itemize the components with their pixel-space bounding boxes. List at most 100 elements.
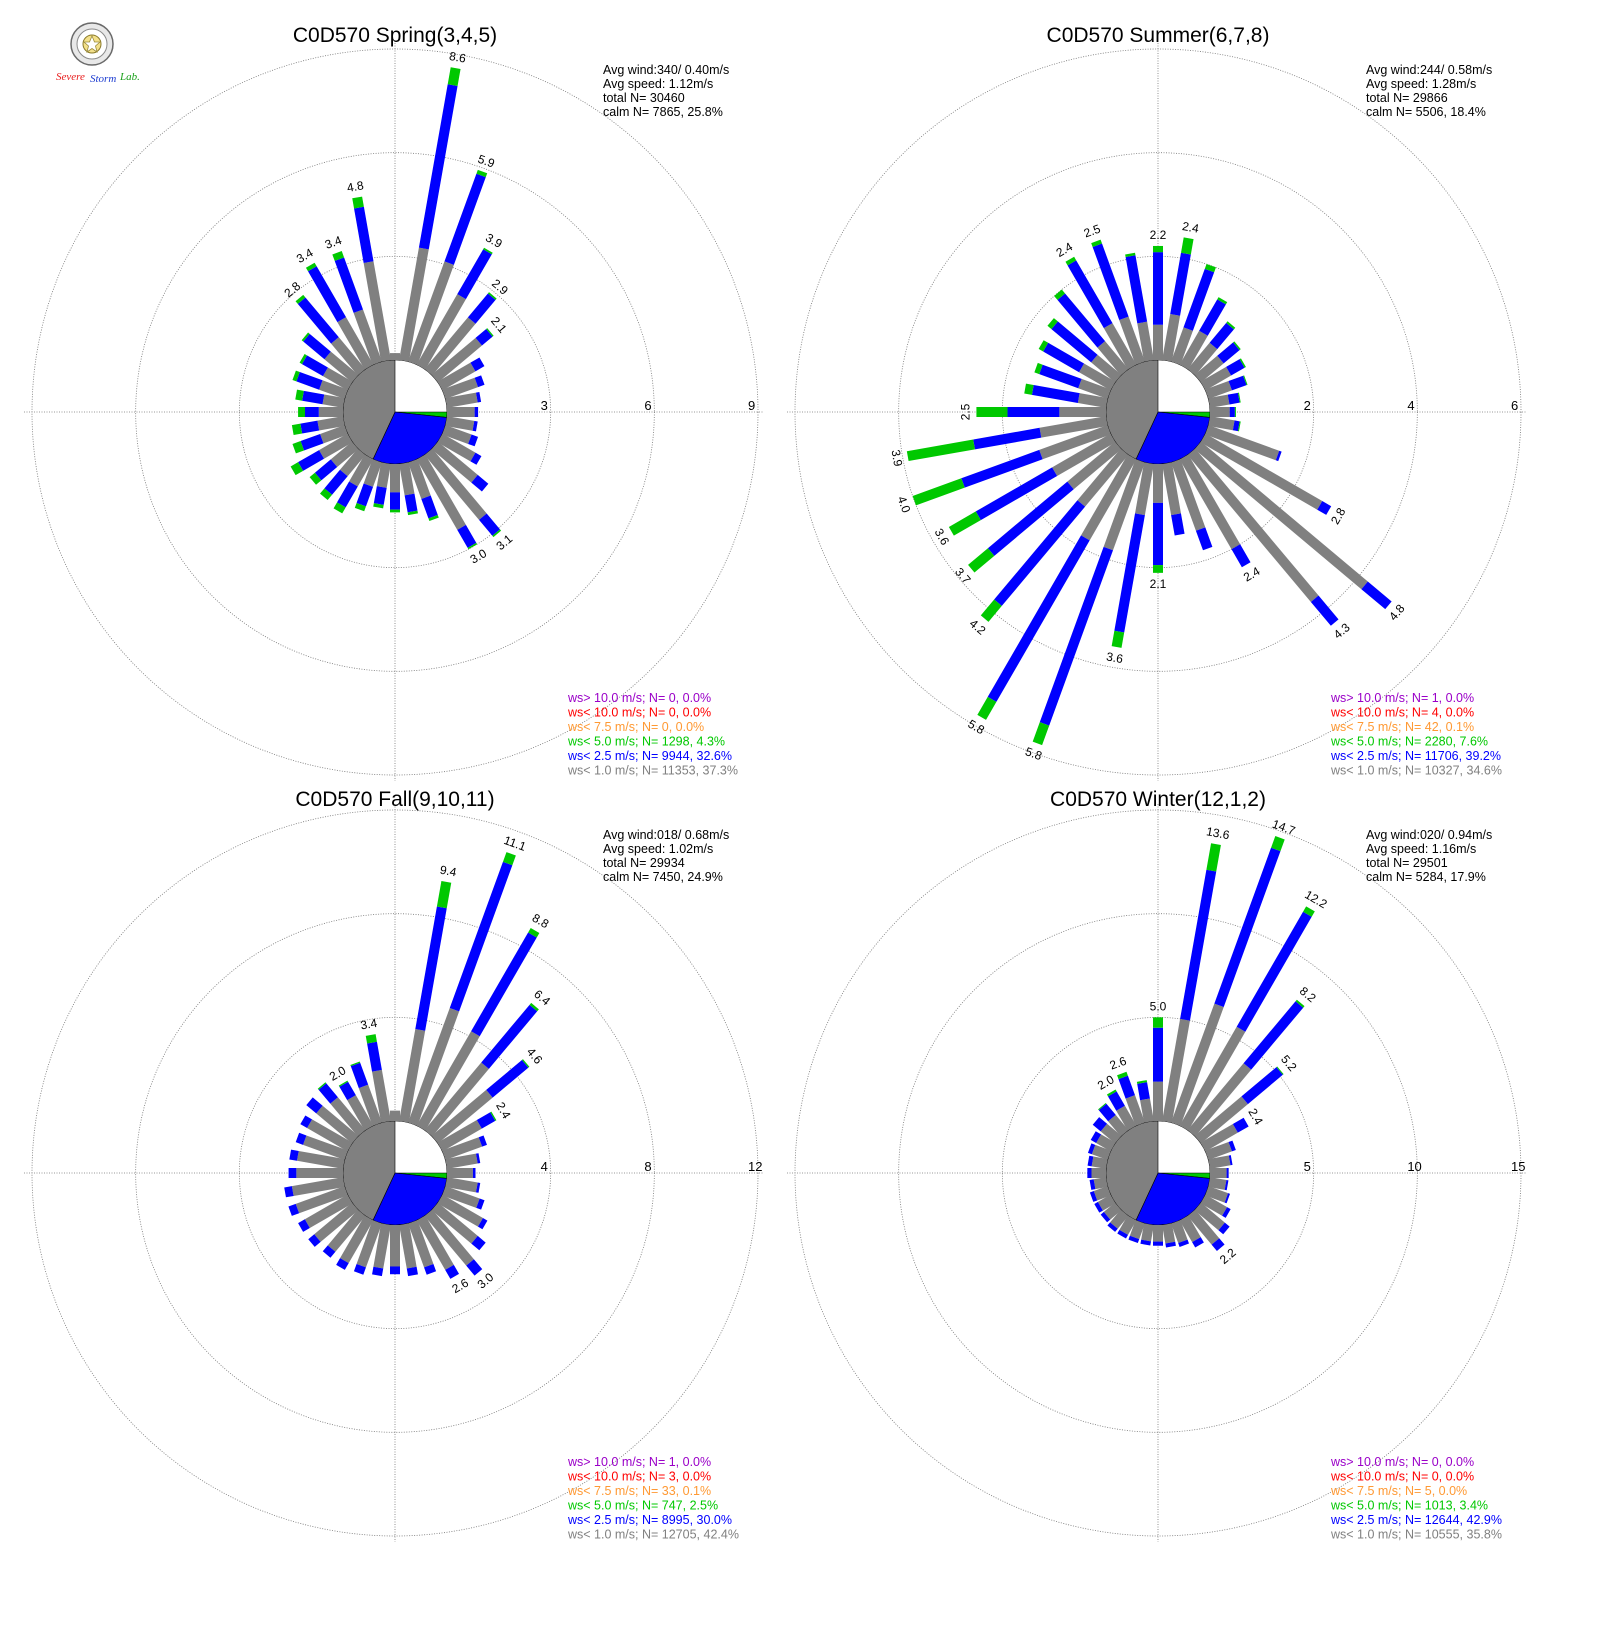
bar-value-label: 4.3 [1331,620,1353,642]
wind-bar-segment [1092,243,1129,321]
wind-bar-segment [492,529,502,538]
wind-bar-segment [1093,1186,1111,1201]
wind-bar-segment [1170,252,1191,316]
wind-bar-segment [1243,375,1248,386]
bar-value-label: 2.6 [1108,1054,1129,1073]
wind-bar-segment [476,169,488,178]
wind-bar-segment [1295,999,1305,1008]
wind-bar-segment [353,309,382,365]
wind-bar-segment [1140,1098,1154,1123]
wind-bar-segment [1227,392,1240,405]
wind-bar-segment [1100,1211,1111,1223]
bar-value-label: 2.0 [1095,1072,1117,1093]
wind-bar-segment [298,450,325,471]
wind-bar-segment [1097,1194,1116,1211]
wind-bar-segment [1094,1201,1103,1213]
wind-bar-segment [295,389,304,401]
wind-bar-segment [483,247,493,255]
bar-value-label: 8.8 [530,911,552,932]
ring-tick-label: 12 [748,1159,762,1174]
stats-line: calm N= 5284, 17.9% [1366,870,1486,884]
wind-bar-segment [994,500,1086,606]
wind-bar-segment [1237,392,1241,403]
ring-tick-label: 10 [1407,1159,1421,1174]
wind-bar-segment [1091,1168,1106,1178]
bar-value-label: 4.2 [967,616,989,638]
wind-bar-segment [1116,1105,1137,1131]
wind-bar-segment [1110,1209,1129,1229]
legend-entry: ws< 5.0 m/s; N= 1298, 4.3% [567,735,725,749]
wind-bar-segment [1239,358,1246,368]
bar-value-label: 2.4 [1054,239,1076,260]
wind-bar-segment [1089,1179,1096,1190]
bar-value-label: 2.8 [281,279,303,301]
logo-text-1: Severe [56,71,85,83]
wind-bar-segment [318,1083,338,1104]
wind-bar-segment [1153,1027,1163,1082]
stats-line: calm N= 7865, 25.8% [603,105,723,119]
wind-bar-segment [1153,565,1163,573]
wind-bar-segment [1206,843,1221,872]
wind-bar-segment [1181,237,1194,255]
wind-bar-segment [1136,1080,1148,1084]
bar-value-label: 2.2 [1150,228,1167,242]
chart-title: C0D570 Winter(12,1,2) [1050,788,1266,811]
wind-bar-segment [477,1217,488,1230]
wind-bar-segment [445,1153,478,1169]
wind-bar-segment [337,481,358,508]
wind-bar-segment [1153,252,1163,325]
wind-bar-segment [1183,268,1215,331]
wind-bar-segment [1107,1091,1125,1111]
wind-bar-segment [1217,342,1240,364]
wind-bar-segment [1179,1215,1201,1243]
grid-ring [238,1016,552,1330]
wind-bar-segment [973,427,1042,450]
wind-bar-segment [416,454,466,530]
wind-bar-segment [1097,341,1129,376]
wind-bar-segment [322,1245,336,1258]
wind-bar-segment [1153,1017,1163,1028]
legend-entry: ws< 7.5 m/s; N= 42, 0.1% [1330,720,1474,734]
grid-ring [135,152,655,672]
ring-tick-label: 4 [1407,398,1414,413]
wind-bar-segment [987,535,1090,702]
wind-bar-segment [1233,341,1241,351]
wind-bar-segment [408,459,431,499]
legend-entry: ws> 10.0 m/s; N= 1, 0.0% [1330,691,1474,705]
legend-entry: ws< 1.0 m/s; N= 10327, 34.6% [1330,764,1502,778]
legend-entry: ws< 1.0 m/s; N= 12705, 42.4% [567,1528,739,1542]
ring-tick-label: 3 [541,398,548,413]
wind-bar-segment [1107,1222,1118,1232]
severe-storm-lab-logo: Severe Storm Lab. [50,22,150,86]
wind-bar-segment [416,1031,480,1131]
wind-bar-segment [1125,252,1136,258]
wind-bar-segment [1194,1202,1225,1231]
wind-bar-segment [486,328,494,337]
bar-value-label: 2.4 [493,1100,514,1122]
legend-entry: ws< 7.5 m/s; N= 0, 0.0% [567,720,704,734]
legend-entry: ws< 5.0 m/s; N= 2280, 7.6% [1330,735,1488,749]
wind-bar-segment [363,459,382,487]
wind-bar-segment [467,542,478,550]
bar-value-label: 2.5 [1082,221,1103,240]
bar-value-label: 2.4 [1245,1106,1266,1128]
wind-bar-segment [418,84,458,250]
wind-bar-segment [350,1062,369,1089]
wind-bar-segment [1098,1102,1107,1111]
wind-bar-segment [340,1215,374,1264]
wind-bar-segment [306,1097,323,1114]
bar-value-label: 3.9 [889,449,906,468]
wind-bar-segment [447,1168,473,1178]
wind-bar-segment [487,292,497,300]
legend-entry: ws< 2.5 m/s; N= 12644, 42.9% [1330,1513,1502,1527]
wind-bar-segment [529,1002,539,1012]
wind-bar-segment [1153,502,1163,566]
wind-bar-segment [399,1029,426,1123]
wind-bar-segment [1079,363,1116,391]
wind-bar-segment [334,257,364,313]
wind-bar-segment [1096,1134,1116,1152]
stats-line: Avg wind:340/ 0.40m/s [603,63,729,77]
wind-bar-segment [472,420,478,432]
wind-bar-segment [442,1186,480,1208]
